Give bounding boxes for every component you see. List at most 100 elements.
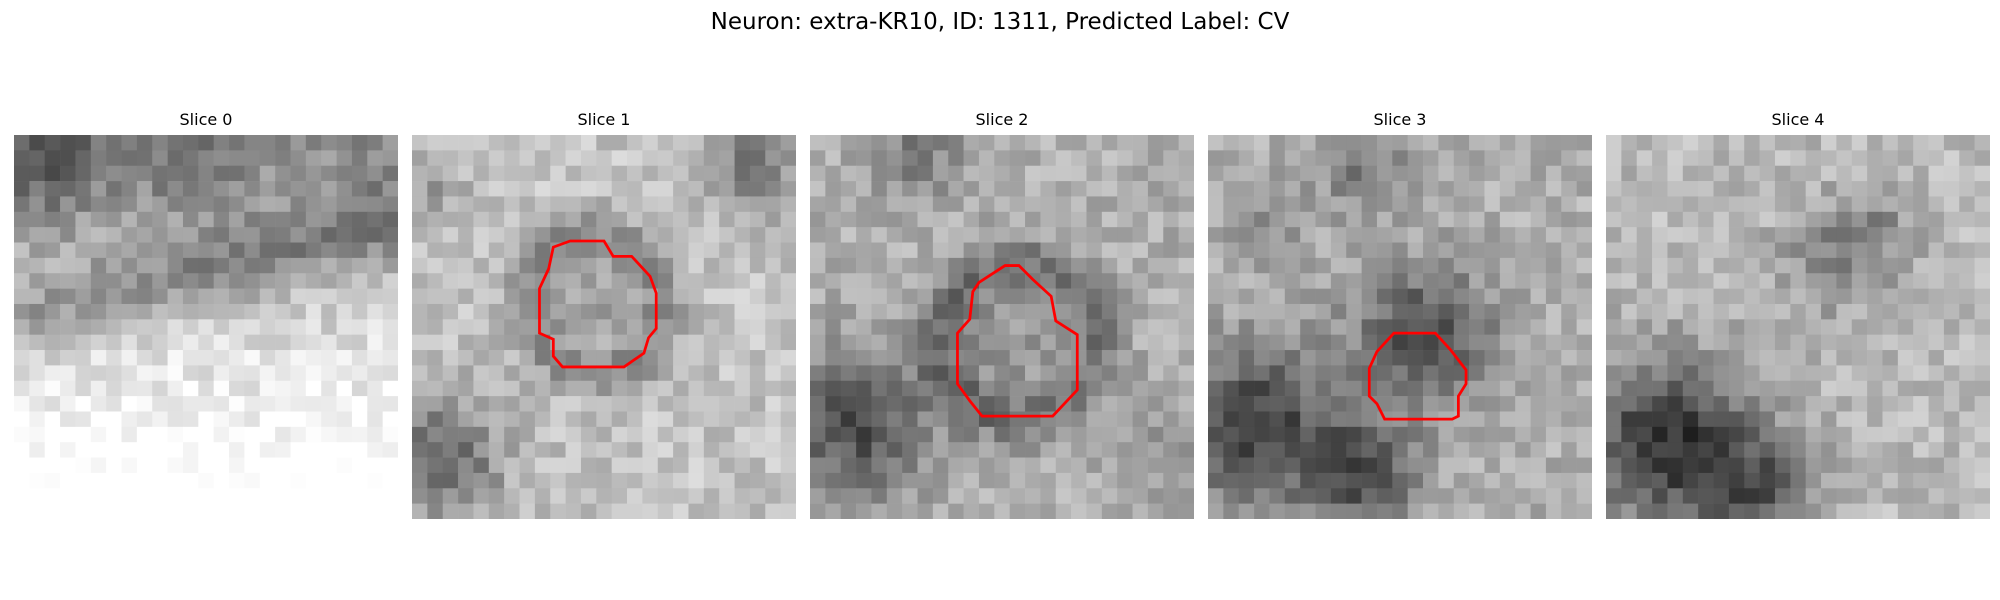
image-pixel [351, 380, 368, 397]
image-pixel [382, 396, 398, 412]
image-pixel [382, 288, 398, 305]
image-pixel [1330, 303, 1347, 320]
image-pixel [886, 350, 903, 366]
image-pixel [1361, 273, 1378, 289]
image-pixel [1223, 365, 1240, 382]
image-pixel [121, 288, 138, 305]
image-pixel [810, 273, 826, 289]
image-pixel [1913, 488, 1929, 504]
image-pixel [1101, 457, 1118, 474]
image-pixel [1009, 150, 1026, 167]
image-pixel [627, 165, 643, 182]
image-pixel [488, 503, 505, 519]
image-pixel [825, 488, 842, 504]
image-pixel [244, 181, 261, 197]
image-pixel [1851, 426, 1868, 443]
image-pixel [458, 273, 474, 289]
image-pixel [611, 396, 628, 412]
image-pixel [1713, 181, 1730, 197]
image-pixel [244, 211, 261, 228]
image-pixel [152, 319, 168, 335]
image-pixel [994, 303, 1010, 320]
image-pixel [871, 303, 888, 320]
image-pixel [351, 488, 368, 504]
image-pixel [1484, 411, 1501, 428]
image-pixel [198, 396, 214, 412]
image-pixel [1959, 165, 1975, 182]
image-pixel [1913, 196, 1929, 213]
image-pixel [1790, 165, 1806, 182]
image-pixel [1867, 488, 1883, 504]
image-pixel [780, 165, 796, 182]
image-pixel [1728, 319, 1745, 335]
image-pixel [1163, 257, 1179, 274]
image-pixel [810, 334, 826, 351]
grayscale-image-slice-2 [810, 135, 1194, 519]
image-pixel [1974, 334, 1990, 351]
image-pixel [14, 273, 30, 289]
image-pixel [1836, 472, 1853, 489]
image-pixel [412, 242, 428, 259]
image-pixel [917, 396, 934, 412]
image-pixel [1959, 380, 1975, 397]
image-pixel [1836, 135, 1853, 151]
image-pixel [1438, 350, 1455, 366]
image-pixel [167, 288, 184, 305]
image-pixel [427, 211, 444, 228]
image-pixel [642, 411, 659, 428]
image-pixel [1882, 334, 1899, 351]
image-pixel [1423, 135, 1439, 151]
image-pixel [29, 319, 46, 335]
image-pixel [1330, 135, 1347, 151]
image-pixel [367, 488, 383, 504]
image-pixel [1728, 380, 1745, 397]
image-pixel [932, 334, 949, 351]
image-pixel [963, 273, 980, 289]
image-pixel [765, 288, 781, 305]
image-pixel [550, 303, 566, 320]
image-pixel [1208, 380, 1224, 397]
image-pixel [1254, 442, 1270, 458]
image-pixel [1163, 319, 1179, 335]
image-pixel [642, 227, 659, 243]
image-pixel [734, 319, 751, 335]
image-pixel [642, 426, 659, 443]
image-pixel [1561, 396, 1577, 412]
image-pixel [994, 181, 1010, 197]
image-pixel [367, 426, 383, 443]
image-pixel [1576, 503, 1592, 519]
image-pixel [596, 227, 612, 243]
image-pixel [198, 380, 214, 397]
image-pixel [902, 426, 918, 443]
image-pixel [213, 472, 230, 489]
image-pixel [1698, 365, 1714, 382]
image-pixel [1254, 426, 1270, 443]
image-pixel [1300, 472, 1316, 489]
image-pixel [1621, 442, 1638, 458]
image-pixel [473, 242, 490, 259]
image-pixel [1178, 288, 1194, 305]
image-pixel [367, 319, 383, 335]
image-pixel [1959, 303, 1975, 320]
image-pixel [1423, 196, 1439, 213]
image-pixel [321, 334, 337, 351]
image-pixel [657, 350, 674, 366]
image-pixel [1086, 350, 1103, 366]
image-pixel [136, 273, 153, 289]
image-pixel [1315, 472, 1332, 489]
image-pixel [1009, 426, 1026, 443]
image-pixel [121, 334, 138, 351]
image-pixel [1055, 457, 1072, 474]
image-pixel [840, 288, 857, 305]
image-pixel [994, 350, 1010, 366]
image-pixel [167, 211, 184, 228]
image-pixel [688, 135, 705, 151]
image-pixel [1269, 135, 1286, 151]
image-pixel [1423, 442, 1439, 458]
image-pixel [1117, 165, 1133, 182]
image-pixel [351, 457, 368, 474]
image-pixel [856, 211, 872, 228]
image-pixel [1484, 242, 1501, 259]
image-pixel [1055, 242, 1072, 259]
image-pixel [75, 273, 92, 289]
